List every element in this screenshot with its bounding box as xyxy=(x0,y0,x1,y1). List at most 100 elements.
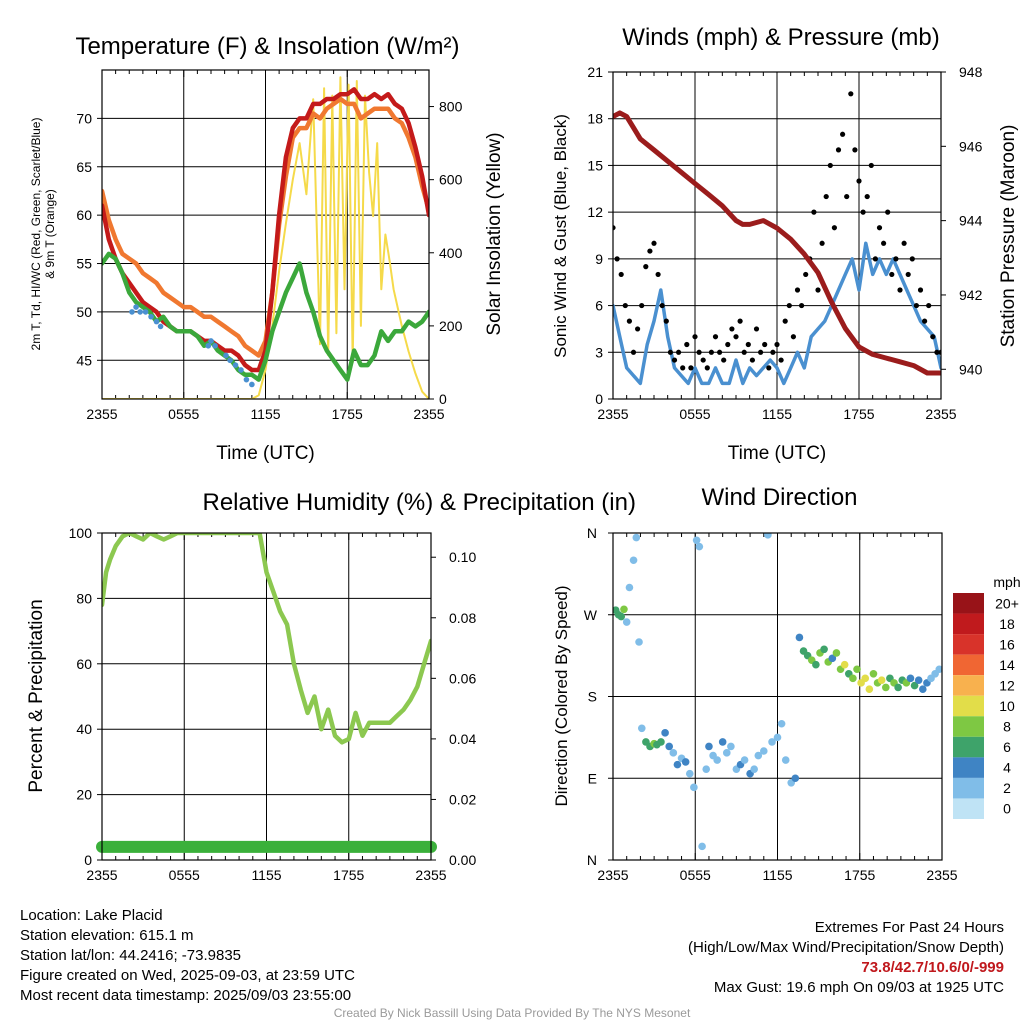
wind-gust-point xyxy=(774,341,780,348)
temp-ytick-label: 65 xyxy=(76,159,92,175)
temp-y2tick-label: 0 xyxy=(439,391,447,407)
dir-point xyxy=(894,683,902,692)
colorbar-swatch xyxy=(953,654,984,676)
colorbar-label: 20+ xyxy=(995,595,1019,611)
dir-point xyxy=(695,542,704,551)
temp-ylabel-right: Solar Insolation (Yellow) xyxy=(484,132,505,335)
wind-gust-point xyxy=(721,357,727,363)
wind-gust-point xyxy=(868,162,874,169)
temp-ytick-label: 45 xyxy=(76,352,92,368)
rh-y2tick-label: 0.04 xyxy=(449,731,476,747)
temp-hiwc-point xyxy=(223,352,229,359)
wind-gust-point xyxy=(659,302,665,309)
rh-title: Relative Humidity (%) & Precipitation (i… xyxy=(203,489,636,516)
dir-point xyxy=(777,719,786,728)
dir-point xyxy=(685,769,694,778)
rh-xtick-label: 1755 xyxy=(333,867,364,883)
rh-y2tick-label: 0.10 xyxy=(449,549,476,565)
dir-point xyxy=(773,733,782,742)
location-text: Location: Lake Placid xyxy=(20,907,163,924)
wind-gust-point xyxy=(708,349,715,355)
rh-panel: 2355 0555 1155 1755 23550204060801000.000.02… xyxy=(26,489,636,883)
rh-y2tick-label: 0.02 xyxy=(449,791,476,807)
rh-y2tick-label: 0.06 xyxy=(449,670,476,686)
wind-gust-point xyxy=(745,341,751,348)
wind-gust-point xyxy=(622,302,628,309)
wind-xtick-label: 0555 xyxy=(679,406,710,422)
wind-gust-point xyxy=(700,357,706,363)
dir-point xyxy=(705,742,713,751)
wind-series-pressure xyxy=(613,110,941,376)
wind-gust-point xyxy=(733,334,739,340)
temp-hiwc-point xyxy=(208,338,214,344)
wind-gust-point xyxy=(782,318,788,324)
rh-ytick-label: 20 xyxy=(76,787,92,803)
dir-point xyxy=(698,842,706,851)
colorbar-label: 0 xyxy=(1003,801,1011,817)
wind-gust-point xyxy=(717,349,723,355)
wind-gust-point xyxy=(614,256,620,262)
temp-xlabel: Time (UTC) xyxy=(216,443,315,464)
dir-point xyxy=(832,649,841,657)
wind-xtick-label: 1155 xyxy=(762,406,792,422)
dir-point xyxy=(692,536,701,545)
colorbar-swatch xyxy=(953,798,984,819)
wind-gust-point xyxy=(651,240,657,246)
wind-gust-point xyxy=(676,349,682,355)
dir-point xyxy=(722,749,731,757)
rh-ytick-label: 80 xyxy=(76,590,92,606)
rh-frame xyxy=(101,532,432,861)
temp-hiwc-point xyxy=(205,342,212,349)
wind-gust-point xyxy=(692,334,698,340)
colorbar-label: 16 xyxy=(999,636,1015,652)
wind-gust-point xyxy=(704,365,710,371)
colorbar-swatch xyxy=(953,757,984,778)
dir-ytick-label: N xyxy=(587,852,597,868)
dir-point xyxy=(681,758,690,766)
wind-ytick-label: 18 xyxy=(587,111,603,127)
dir-xtick-label: 1155 xyxy=(762,867,792,883)
dir-ytick-label: W xyxy=(584,607,598,623)
wind-gust-point xyxy=(688,365,694,371)
colorbar-label: 14 xyxy=(999,657,1015,673)
wind-ytick-label: 12 xyxy=(587,204,603,220)
dir-point xyxy=(919,685,927,694)
colorbar-unit: mph xyxy=(993,574,1020,590)
wind-gust-point xyxy=(766,365,772,371)
wind-gust-point xyxy=(684,341,690,348)
rh-xtick-label: 1155 xyxy=(251,867,281,883)
dir-point xyxy=(754,751,763,760)
wind-gust-point xyxy=(626,318,633,324)
wind-ytick-label: 9 xyxy=(595,251,603,267)
dir-point xyxy=(718,738,727,746)
dir-ytick-label: N xyxy=(587,525,597,541)
dir-point xyxy=(661,729,669,737)
wind-gust-point xyxy=(680,365,686,371)
rh-series-group xyxy=(102,533,431,745)
temp-xtick-label: 1755 xyxy=(332,406,363,422)
wind-gust-point xyxy=(905,271,911,278)
wind-gust-point xyxy=(786,302,792,309)
wind-gust-point xyxy=(840,131,846,137)
colorbar-label: 4 xyxy=(1003,760,1011,776)
temp-y2tick-label: 800 xyxy=(439,99,463,115)
wind-gust-point xyxy=(917,287,924,293)
wind-ytick-label: 6 xyxy=(595,298,603,314)
wind-gust-point xyxy=(815,287,821,293)
wind-gust-point xyxy=(926,302,932,309)
dir-point xyxy=(740,756,749,764)
wind-ylabel-left: Sonic Wind & Gust (Blue, Black) xyxy=(551,114,570,358)
wind-gust-point xyxy=(753,326,760,332)
wind-gust-point xyxy=(639,302,645,309)
dir-point xyxy=(877,676,886,684)
wind-gust-point xyxy=(848,91,854,97)
wind-gust-point xyxy=(655,271,661,278)
rh-series-humidity xyxy=(102,533,431,745)
temp-frame xyxy=(101,69,430,400)
wind-gust-point xyxy=(737,318,743,324)
dir-point xyxy=(629,556,638,565)
temp-hiwc-point xyxy=(249,381,255,388)
temp-ytick-label: 55 xyxy=(76,256,92,272)
wind-gust-point xyxy=(835,147,842,153)
